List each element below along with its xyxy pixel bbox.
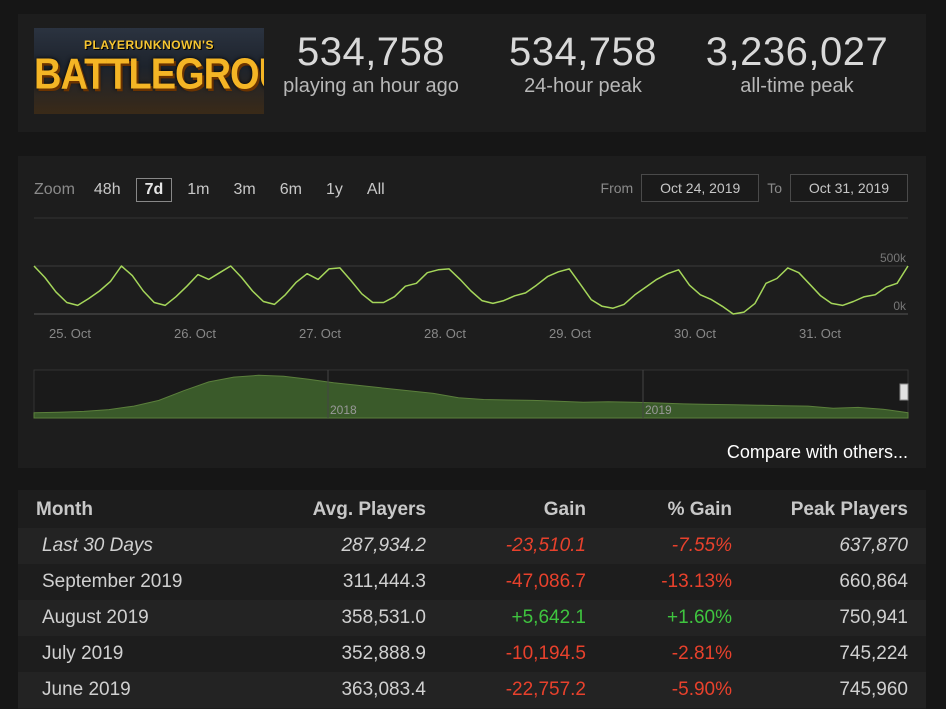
navigator-year-label: 2018	[330, 403, 357, 417]
month-cell: August 2019	[42, 607, 149, 628]
table-header-row: Month Avg. Players Gain % Gain Peak Play…	[18, 492, 926, 528]
y-tick-label: 500k	[880, 251, 907, 265]
pct-gain-cell: -7.55%	[671, 535, 732, 556]
peak-players-cell: 745,224	[839, 643, 908, 664]
navigator-handle	[899, 383, 909, 401]
stat-current: 534,758 playing an hour ago	[276, 30, 466, 98]
compare-link[interactable]: Compare with others...	[726, 442, 908, 462]
header-gain[interactable]: Gain	[543, 499, 586, 520]
peak-players-cell: 660,864	[839, 571, 908, 592]
zoom-3m-button[interactable]: 3m	[233, 181, 256, 198]
pct-gain-cell: -2.81%	[671, 643, 732, 664]
month-cell: September 2019	[42, 571, 183, 592]
x-tick-label: 26. Oct	[174, 326, 216, 341]
zoom-6m-button[interactable]: 6m	[279, 181, 302, 198]
month-cell: July 2019	[42, 643, 124, 664]
table-row: September 2019 311,444.3 -47,086.7 -13.13% 6…	[18, 564, 926, 600]
gain-cell: -47,086.7	[505, 571, 586, 592]
header-avg-players[interactable]: Avg. Players	[312, 499, 426, 520]
zoom-all-button[interactable]: All	[366, 181, 385, 198]
avg-players-cell: 358,531.0	[341, 607, 426, 628]
avg-players-cell: 287,934.2	[341, 535, 426, 556]
to-label: To	[767, 180, 782, 196]
stat-current-label: playing an hour ago	[283, 75, 459, 97]
table-row: August 2019 358,531.0 +5,642.1 +1.60% 750,94…	[18, 600, 926, 636]
zoom-1y-button[interactable]: 1y	[325, 181, 343, 198]
zoom-label: Zoom	[34, 181, 75, 198]
navigator-year-label: 2019	[645, 403, 672, 417]
stat-alltime-peak: 3,236,027 all-time peak	[690, 30, 904, 98]
zoom-controls: Zoom 48h 7d 1m 3m 6m 1y All	[34, 178, 400, 202]
zoom-7d-button[interactable]: 7d	[135, 178, 173, 202]
month-cell: June 2019	[42, 679, 131, 700]
table-row: Last 30 Days 287,934.2 -23,510.1 -7.55% 637,…	[18, 528, 926, 564]
stat-alltime-peak-label: all-time peak	[740, 75, 854, 97]
x-tick-label: 27. Oct	[299, 326, 341, 341]
month-cell: Last 30 Days	[42, 535, 153, 556]
avg-players-cell: 311,444.3	[342, 571, 426, 592]
to-date-input[interactable]: Oct 31, 2019	[790, 174, 908, 202]
x-tick-label: 28. Oct	[424, 326, 466, 341]
stat-24h-peak-label: 24-hour peak	[524, 75, 642, 97]
x-tick-label: 25. Oct	[49, 326, 91, 341]
logo-top-text: PLAYERUNKNOWN'S	[84, 38, 214, 52]
pct-gain-cell: -13.13%	[661, 571, 732, 592]
stat-24h-peak-value: 534,758	[508, 30, 658, 74]
peak-players-cell: 745,960	[839, 679, 908, 700]
stat-current-value: 534,758	[296, 30, 446, 74]
stat-24h-peak: 534,758 24-hour peak	[496, 30, 670, 98]
header-panel: PLAYERUNKNOWN'S BATTLEGROUNDS 534,758 pl…	[18, 14, 926, 132]
player-count-line	[33, 265, 909, 315]
logo-main-text: BATTLEGROUNDS	[34, 50, 264, 100]
table-row: July 2019 352,888.9 -10,194.5 -2.81% 745,224	[18, 636, 926, 672]
peak-players-cell: 750,941	[839, 607, 908, 628]
x-tick-label: 29. Oct	[549, 326, 591, 341]
from-date-input[interactable]: Oct 24, 2019	[641, 174, 760, 202]
gain-cell: -23,510.1	[505, 535, 586, 556]
header-peak-players[interactable]: Peak Players	[790, 499, 908, 520]
header-pct-gain[interactable]: % Gain	[667, 499, 732, 520]
gain-cell: -10,194.5	[505, 643, 586, 664]
x-tick-label: 31. Oct	[799, 326, 841, 341]
stat-alltime-peak-value: 3,236,027	[705, 30, 889, 74]
pct-gain-cell: -5.90%	[671, 679, 732, 700]
header-month[interactable]: Month	[36, 499, 93, 520]
avg-players-cell: 352,888.9	[341, 643, 426, 664]
pct-gain-cell: +1.60%	[667, 607, 732, 628]
y-tick-label: 0k	[893, 299, 907, 313]
date-range: From Oct 24, 2019 To Oct 31, 2019	[593, 174, 908, 202]
peak-players-cell: 637,870	[839, 535, 908, 556]
navigator-area	[33, 374, 909, 419]
player-count-chart[interactable]: 500k 0k 25. Oct 26. Oct 27. Oct 28. Oct 29. Oc…	[18, 156, 926, 436]
avg-players-cell: 363,083.4	[341, 679, 426, 700]
x-tick-label: 30. Oct	[674, 326, 716, 341]
table-row: June 2019 363,083.4 -22,757.2 -5.90% 745,960	[18, 672, 926, 708]
gain-cell: -22,757.2	[505, 679, 586, 700]
monthly-stats-table: Month Avg. Players Gain % Gain Peak Play…	[18, 490, 926, 709]
zoom-48h-button[interactable]: 48h	[93, 181, 121, 198]
chart-panel: Zoom 48h 7d 1m 3m 6m 1y All From Oct 24,…	[18, 156, 926, 468]
zoom-1m-button[interactable]: 1m	[187, 181, 210, 198]
game-logo[interactable]: PLAYERUNKNOWN'S BATTLEGROUNDS	[34, 28, 264, 114]
gain-cell: +5,642.1	[511, 607, 587, 628]
from-label: From	[600, 180, 634, 196]
